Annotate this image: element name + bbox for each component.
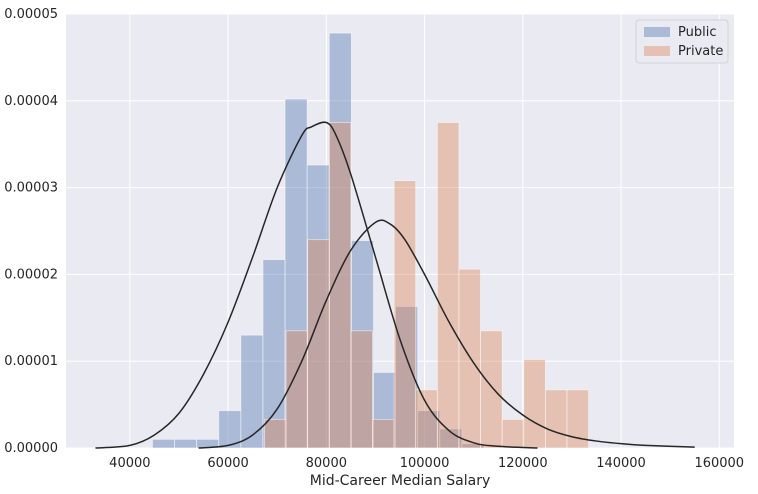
bar-private [328, 122, 352, 449]
kde-curves [95, 121, 695, 449]
x-tick-label: 80000 [306, 456, 347, 471]
bar-private [307, 239, 330, 449]
y-tick-label: 0.00005 [4, 7, 58, 22]
legend-label-public: Public [678, 25, 716, 40]
bar-private [372, 418, 395, 449]
legend-frame [635, 19, 729, 64]
bar-public [240, 334, 264, 449]
bar-public [174, 438, 198, 449]
plot-area [66, 14, 734, 448]
x-tick-label: 40000 [109, 456, 150, 471]
bar-private [566, 389, 590, 449]
x-axis: 40000 60000 80000 100000 120000 140000 160000 [109, 456, 744, 471]
bar-private [350, 330, 373, 449]
legend-swatch-private [644, 46, 670, 56]
y-tick-label: 0.00000 [4, 441, 58, 456]
x-axis-title: Mid-Career Median Salary [310, 473, 491, 489]
bar-private [436, 122, 460, 449]
bar-private [523, 359, 546, 449]
x-tick-label: 120000 [498, 456, 548, 471]
bar-private [544, 389, 568, 449]
bar-private [480, 330, 503, 449]
bar-private [264, 418, 287, 449]
bar-private [501, 418, 525, 449]
bar-private [393, 180, 417, 449]
y-tick-label: 0.00001 [4, 354, 58, 369]
y-tick-label: 0.00002 [4, 267, 58, 282]
y-axis: 0.00000 0.00001 0.00002 0.00003 0.00004 0.000… [4, 7, 58, 456]
legend-label-private: Private [678, 44, 723, 59]
y-tick-label: 0.00003 [4, 181, 58, 196]
kde-line-private [198, 219, 695, 449]
x-tick-label: 140000 [596, 456, 646, 471]
x-tick-label: 160000 [694, 456, 744, 471]
bar-private [458, 268, 481, 449]
kde-line-public [95, 121, 538, 449]
bar-public [152, 438, 175, 449]
bar-private [285, 330, 309, 449]
legend-swatch-public [644, 27, 670, 37]
x-tick-label: 60000 [207, 456, 248, 471]
y-tick-label: 0.00004 [4, 94, 58, 109]
legend: Public Private [635, 19, 729, 64]
x-tick-label: 100000 [400, 456, 450, 471]
bar-private [415, 389, 438, 449]
